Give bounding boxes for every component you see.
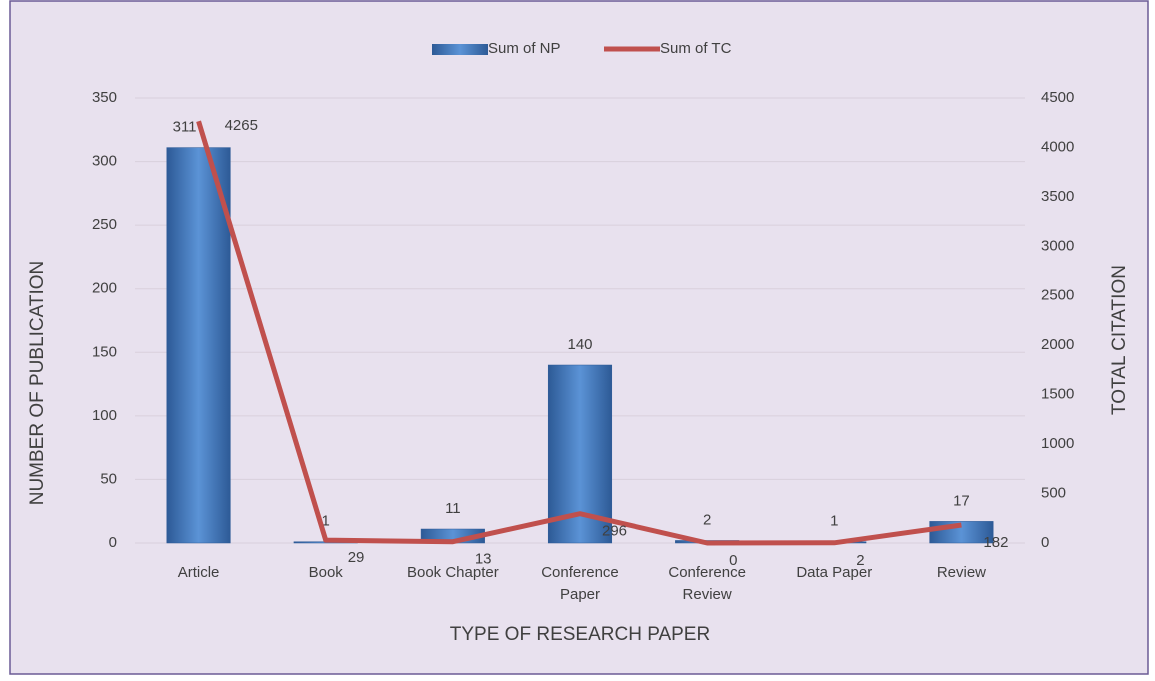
y-tick-label: 100 bbox=[92, 407, 117, 424]
y2-axis-title: TOTAL CITATION bbox=[1109, 265, 1130, 415]
x-tick-label: Data Paper bbox=[796, 564, 872, 581]
y2-tick-label: 2000 bbox=[1041, 336, 1074, 353]
y2-tick-label: 3500 bbox=[1041, 188, 1074, 205]
x-tick-label: Book Chapter bbox=[407, 564, 499, 581]
bar-value-label: 140 bbox=[567, 336, 592, 353]
line-series bbox=[196, 120, 962, 546]
y2-tick-label: 0 bbox=[1041, 534, 1049, 551]
x-tick-label: Book bbox=[309, 564, 344, 581]
line-value-label: 2 bbox=[856, 552, 864, 569]
y2-tick-label: 1500 bbox=[1041, 386, 1074, 403]
x-tick-label: Review bbox=[937, 564, 986, 581]
y-tick-label: 150 bbox=[92, 343, 117, 360]
y-axis-title: NUMBER OF PUBLICATION bbox=[27, 261, 48, 506]
bar-value-label: 17 bbox=[953, 492, 970, 509]
line-value-label: 0 bbox=[729, 552, 737, 569]
y-tick-label: 350 bbox=[92, 89, 117, 106]
line-value-label: 296 bbox=[602, 523, 627, 540]
legend-label: Sum of TC bbox=[660, 40, 732, 57]
bar-value-label: 1 bbox=[322, 513, 330, 530]
y-tick-label: 50 bbox=[100, 470, 117, 487]
x-tick-label: Article bbox=[178, 564, 220, 581]
x-tick-label: Conference Review bbox=[668, 564, 746, 603]
y2-tick-label: 500 bbox=[1041, 485, 1066, 502]
x-axis-title: TYPE OF RESEARCH PAPER bbox=[450, 624, 710, 645]
y2-tick-label: 1000 bbox=[1041, 435, 1074, 452]
y2-tick-label: 2500 bbox=[1041, 287, 1074, 304]
bar bbox=[166, 147, 231, 544]
line-value-label: 182 bbox=[983, 534, 1008, 551]
x-tick-label: Conference Paper bbox=[541, 564, 619, 603]
legend-label: Sum of NP bbox=[488, 40, 561, 57]
y-tick-label: 250 bbox=[92, 216, 117, 233]
y-tick-label: 200 bbox=[92, 280, 117, 297]
bar-value-label: 311 bbox=[173, 119, 197, 136]
bar-value-label: 1 bbox=[830, 513, 838, 530]
legend-swatch bbox=[432, 44, 488, 55]
line-value-label: 29 bbox=[348, 549, 365, 566]
bar-value-label: 11 bbox=[445, 500, 461, 517]
y2-tick-label: 4500 bbox=[1041, 89, 1074, 106]
line-value-label: 13 bbox=[475, 551, 492, 568]
y2-tick-label: 4000 bbox=[1041, 138, 1074, 155]
bar-value-label: 2 bbox=[703, 511, 711, 528]
y2-tick-label: 3000 bbox=[1041, 237, 1074, 254]
y-tick-label: 0 bbox=[109, 534, 117, 551]
y-tick-label: 300 bbox=[92, 153, 117, 170]
line-value-label: 4265 bbox=[225, 117, 258, 134]
